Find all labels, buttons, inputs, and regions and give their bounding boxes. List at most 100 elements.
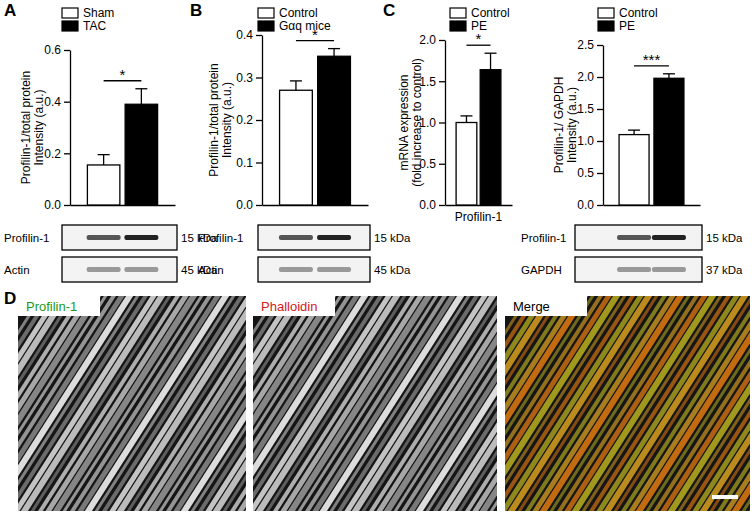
figure: A0.00.20.40.6Profilin-1/total proteinInt… <box>0 0 752 513</box>
blot-label: Actin <box>198 264 224 276</box>
significance-label: * <box>120 66 126 83</box>
y-tick-mark <box>597 45 603 46</box>
bar <box>87 165 119 205</box>
legend: ShamTAC <box>62 6 114 33</box>
blot-label: Actin <box>4 264 30 276</box>
y-axis: 0.0 0.5 1.0 1.5 2.0 2.5 <box>577 38 603 212</box>
significance-label: *** <box>643 51 661 68</box>
y-axis-title: mRNA expression(fold increase to control… <box>397 58 425 187</box>
y-tick-label: 2.5 <box>577 38 594 52</box>
y-tick-label: 2.0 <box>577 70 594 84</box>
blot-band <box>124 267 158 272</box>
y-tick-mark <box>439 164 445 165</box>
fiber <box>226 296 246 511</box>
legend: ControlGαq mice <box>258 6 331 33</box>
y-tick-label: 0.5 <box>577 166 594 180</box>
blot-frame <box>258 225 370 250</box>
blot-frame <box>575 257 702 282</box>
blot-band <box>124 235 158 240</box>
fiber <box>234 296 246 511</box>
western-blot: Profilin-115 kDa <box>521 225 743 250</box>
y-tick-label: 0.6 <box>44 43 61 57</box>
y-tick-mark <box>64 205 70 206</box>
y-axis-title-line: Intensity (a.u.) <box>565 87 579 163</box>
y-tick-mark <box>439 205 445 206</box>
blot-band <box>317 235 351 240</box>
error-bar <box>485 53 497 69</box>
y-tick: 0.0 <box>577 198 603 212</box>
error-bar-cap <box>628 129 640 130</box>
y-axis-title: Profilin-1/total proteinIntensity (a.u.) <box>19 71 47 184</box>
y-tick-label: 0.0 <box>44 198 61 212</box>
error-bar <box>290 81 302 90</box>
blot-frame <box>62 225 177 250</box>
error-bar-stem <box>333 49 334 57</box>
fiber <box>485 296 497 511</box>
y-tick-label: 0.2 <box>44 147 61 161</box>
x-tick-label: Profilin-1 <box>455 210 503 224</box>
legend-swatch <box>598 21 614 31</box>
legend-label: Gαq mice <box>279 19 331 33</box>
y-axis-title-line: Profilin-1/total protein <box>19 71 33 184</box>
y-tick: 2.0 <box>577 70 603 84</box>
y-tick: 0.3 <box>236 71 262 85</box>
error-bar <box>663 74 675 78</box>
plot-marks <box>619 74 684 205</box>
y-tick-label: 0.3 <box>236 71 253 85</box>
error-bar-cap <box>485 53 497 54</box>
bar <box>318 56 351 205</box>
fiber <box>469 296 497 511</box>
chart-panel: A0.00.20.40.6Profilin-1/total proteinInt… <box>4 1 218 282</box>
y-tick: 1.0 <box>577 134 603 148</box>
x-axis <box>263 205 369 206</box>
image-label: Phalloidin <box>261 299 317 314</box>
fiber <box>154 296 246 511</box>
y-axis-line <box>603 46 604 206</box>
blot-size: 45 kDa <box>374 264 411 276</box>
fiber <box>737 296 750 511</box>
legend-label: Sham <box>83 6 114 20</box>
error-bar <box>135 89 147 105</box>
legend-label: Control <box>279 6 318 20</box>
y-tick-mark <box>256 162 262 163</box>
blot-band <box>279 235 313 240</box>
blot-band <box>87 235 121 240</box>
fiber <box>505 296 551 511</box>
legend-swatch <box>62 8 78 18</box>
y-axis: 0.00.20.40.6 <box>44 43 70 212</box>
error-bar-stem <box>141 89 142 105</box>
western-blot: Actin 45 kDa <box>198 257 411 282</box>
y-tick: 0.0 <box>236 198 262 212</box>
x-axis-line <box>604 205 701 206</box>
y-tick-mark <box>256 35 262 36</box>
legend-swatch <box>450 8 466 18</box>
error-bar <box>460 116 472 123</box>
panel-letter: B <box>190 1 202 20</box>
y-tick-mark <box>64 50 70 51</box>
y-tick-mark <box>597 141 603 142</box>
x-axis <box>604 205 701 206</box>
image-panel: DProfilin-1PhalloidinMerge <box>0 286 752 513</box>
legend-label: PE <box>471 19 487 33</box>
x-tick: Profilin-1 <box>455 210 503 224</box>
bar <box>654 78 684 205</box>
y-axis-title-line: Intensity (a.u.) <box>220 82 234 158</box>
y-tick: 1.5 <box>577 102 603 116</box>
blot-size: 37 kDa <box>706 264 743 276</box>
fiber <box>18 296 112 511</box>
bar <box>480 70 501 205</box>
blot-band <box>87 267 121 272</box>
scale-bar <box>712 495 738 499</box>
fiber <box>745 296 750 511</box>
panel-letter: D <box>4 289 16 308</box>
fiber <box>218 296 246 511</box>
legend-label: Control <box>619 6 658 20</box>
y-tick-mark <box>64 102 70 103</box>
error-bar-cap <box>98 154 110 155</box>
fiber <box>721 296 750 511</box>
y-tick-mark <box>439 81 445 82</box>
y-tick-label: 0.0 <box>419 198 436 212</box>
error-bar-stem <box>668 74 669 78</box>
fiber <box>210 296 246 511</box>
x-axis <box>71 205 176 206</box>
